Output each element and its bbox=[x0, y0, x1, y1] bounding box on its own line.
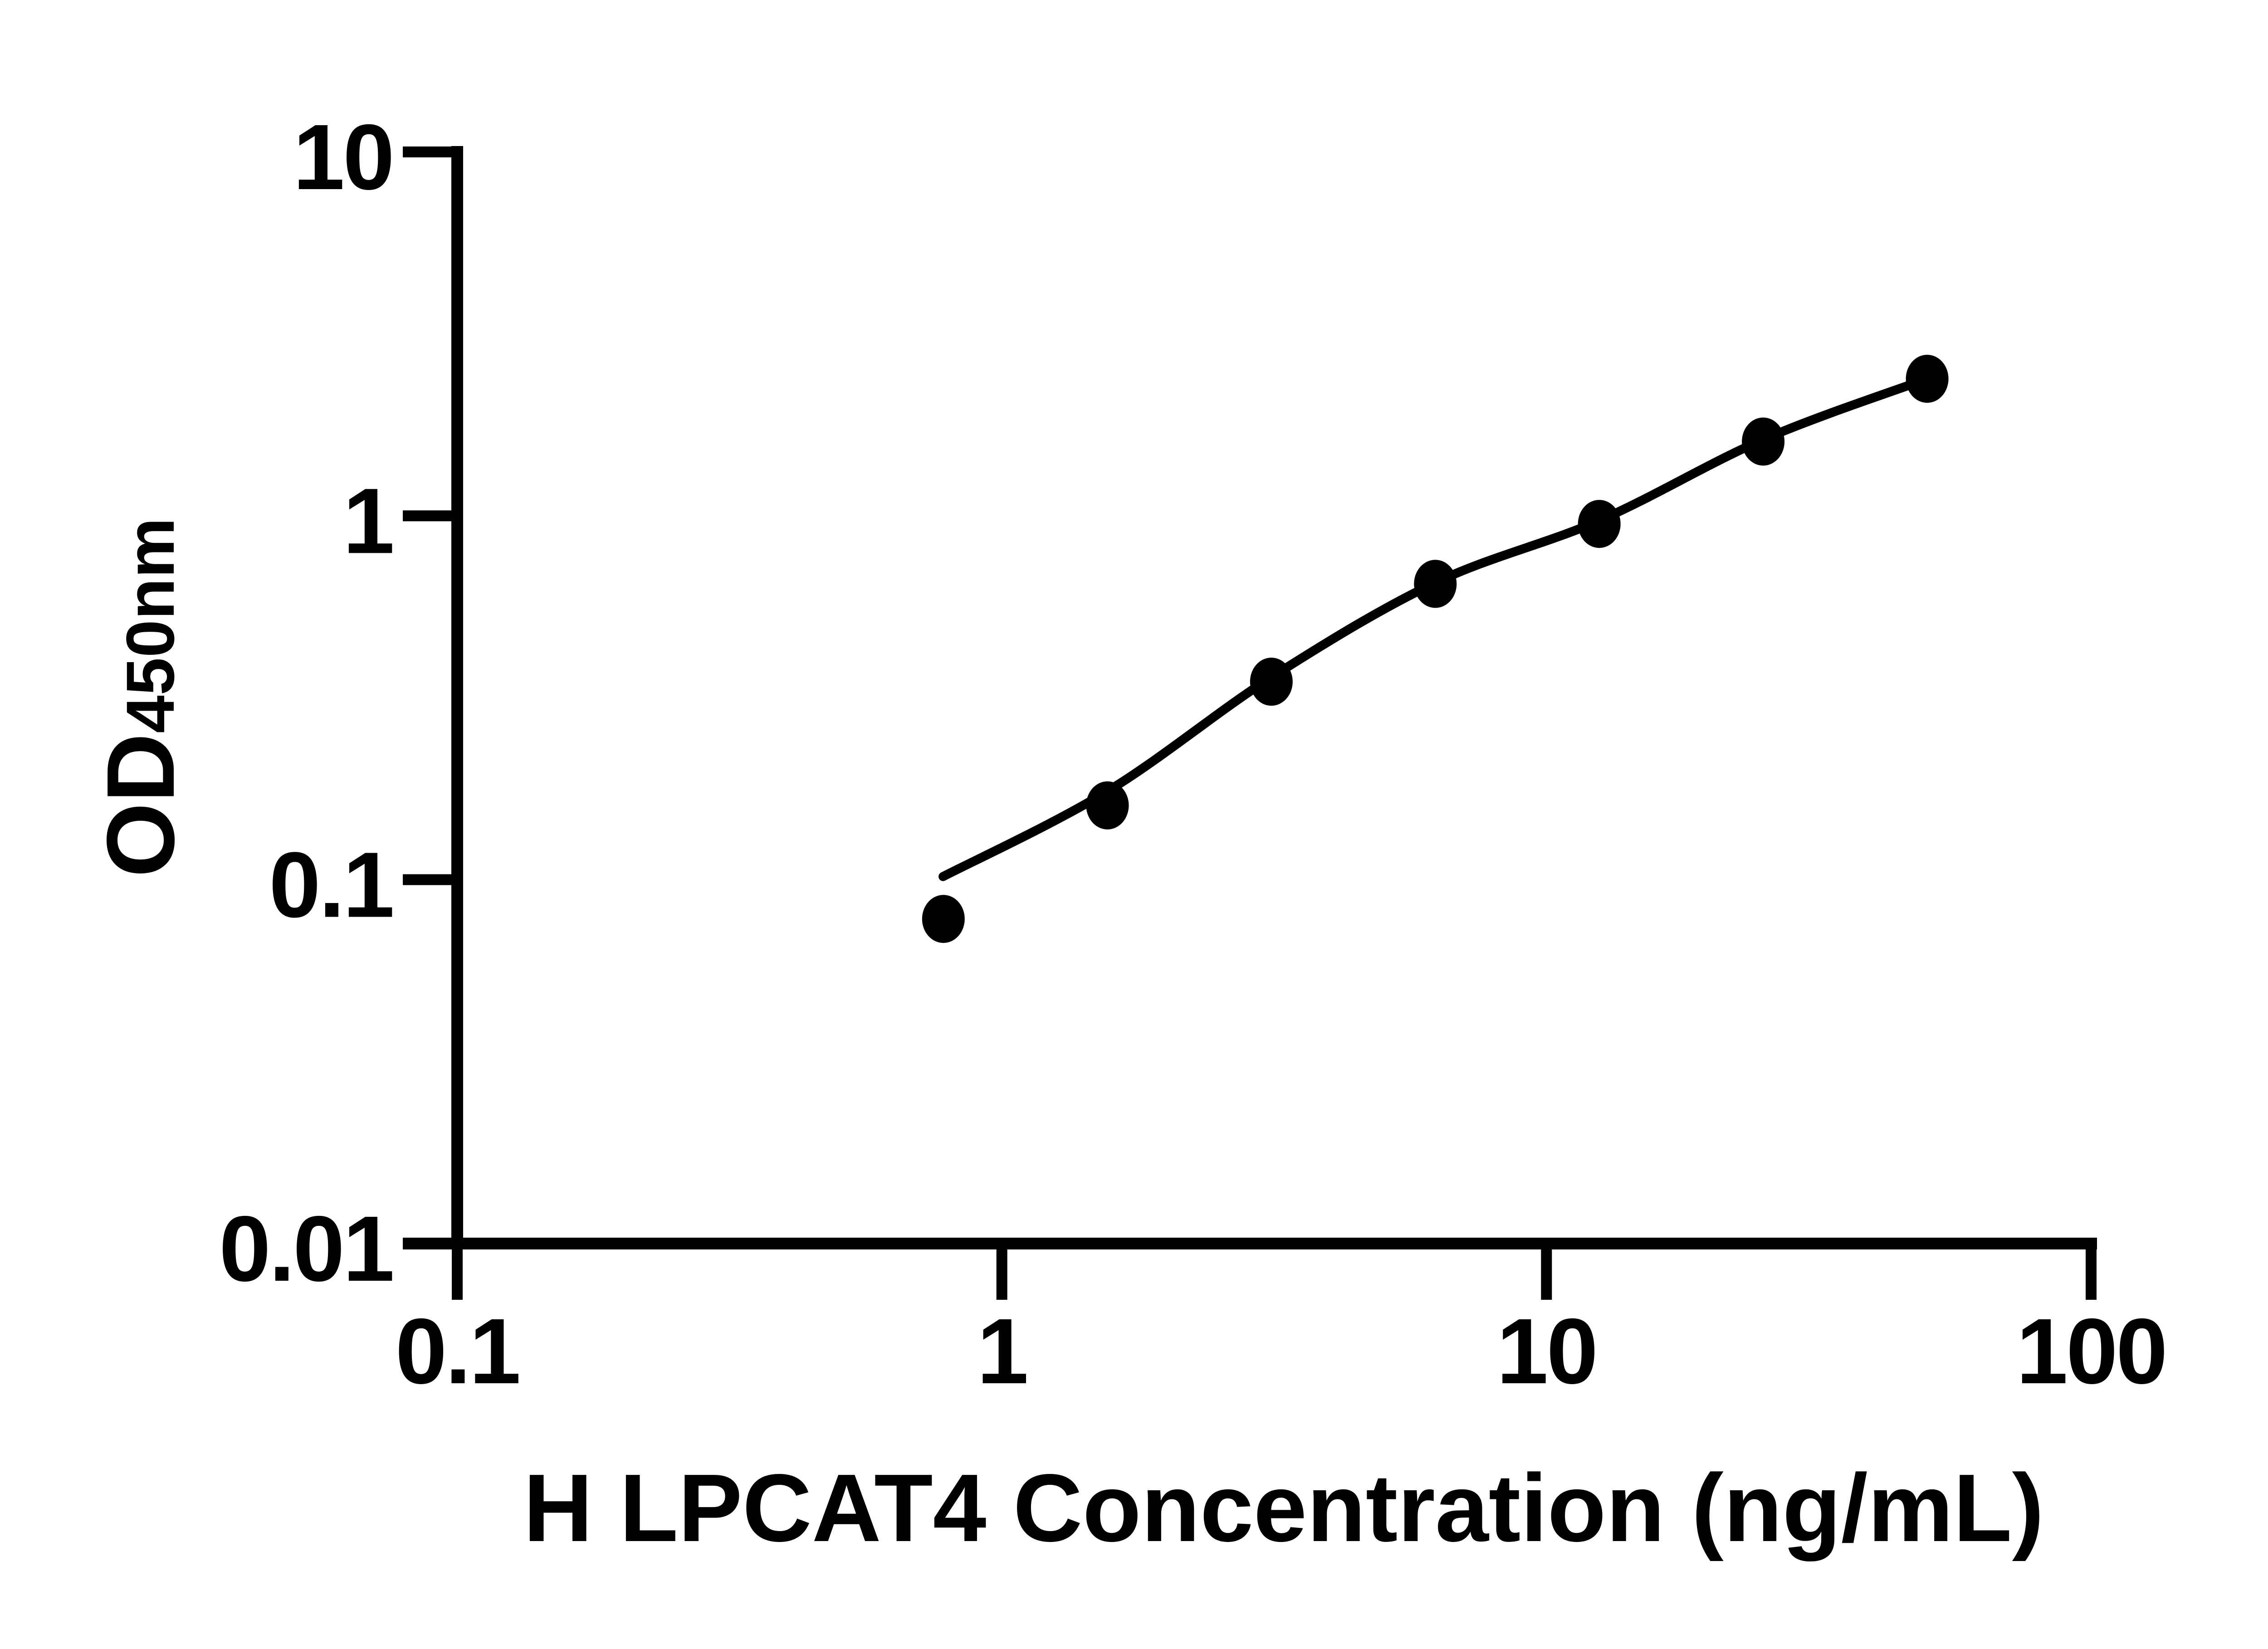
y-tick-label: 0.01 bbox=[219, 1197, 393, 1301]
x-tick-label: 0.1 bbox=[396, 1299, 519, 1403]
x-tick-label: 1 bbox=[977, 1299, 1027, 1403]
data-point bbox=[1578, 500, 1621, 548]
x-axis-title: H LPCAT4 Concentration (ng/mL) bbox=[523, 1454, 2044, 1561]
data-point bbox=[1906, 355, 1949, 403]
y-axis-title-sub: 450nm bbox=[112, 517, 188, 733]
x-tick-label: 10 bbox=[1496, 1299, 1596, 1403]
y-axis-title-main: OD bbox=[87, 733, 194, 878]
x-tick-label: 100 bbox=[2016, 1299, 2166, 1403]
y-tick-label: 1 bbox=[343, 469, 393, 573]
data-point bbox=[1086, 781, 1129, 829]
y-tick-label: 10 bbox=[293, 105, 393, 209]
y-axis-title: OD450nm bbox=[87, 517, 194, 877]
data-series bbox=[922, 355, 1949, 943]
data-point bbox=[922, 895, 965, 943]
data-point bbox=[1414, 560, 1457, 608]
data-point bbox=[1250, 658, 1293, 706]
y-tick-label: 0.1 bbox=[269, 833, 393, 937]
data-point bbox=[1742, 417, 1785, 466]
